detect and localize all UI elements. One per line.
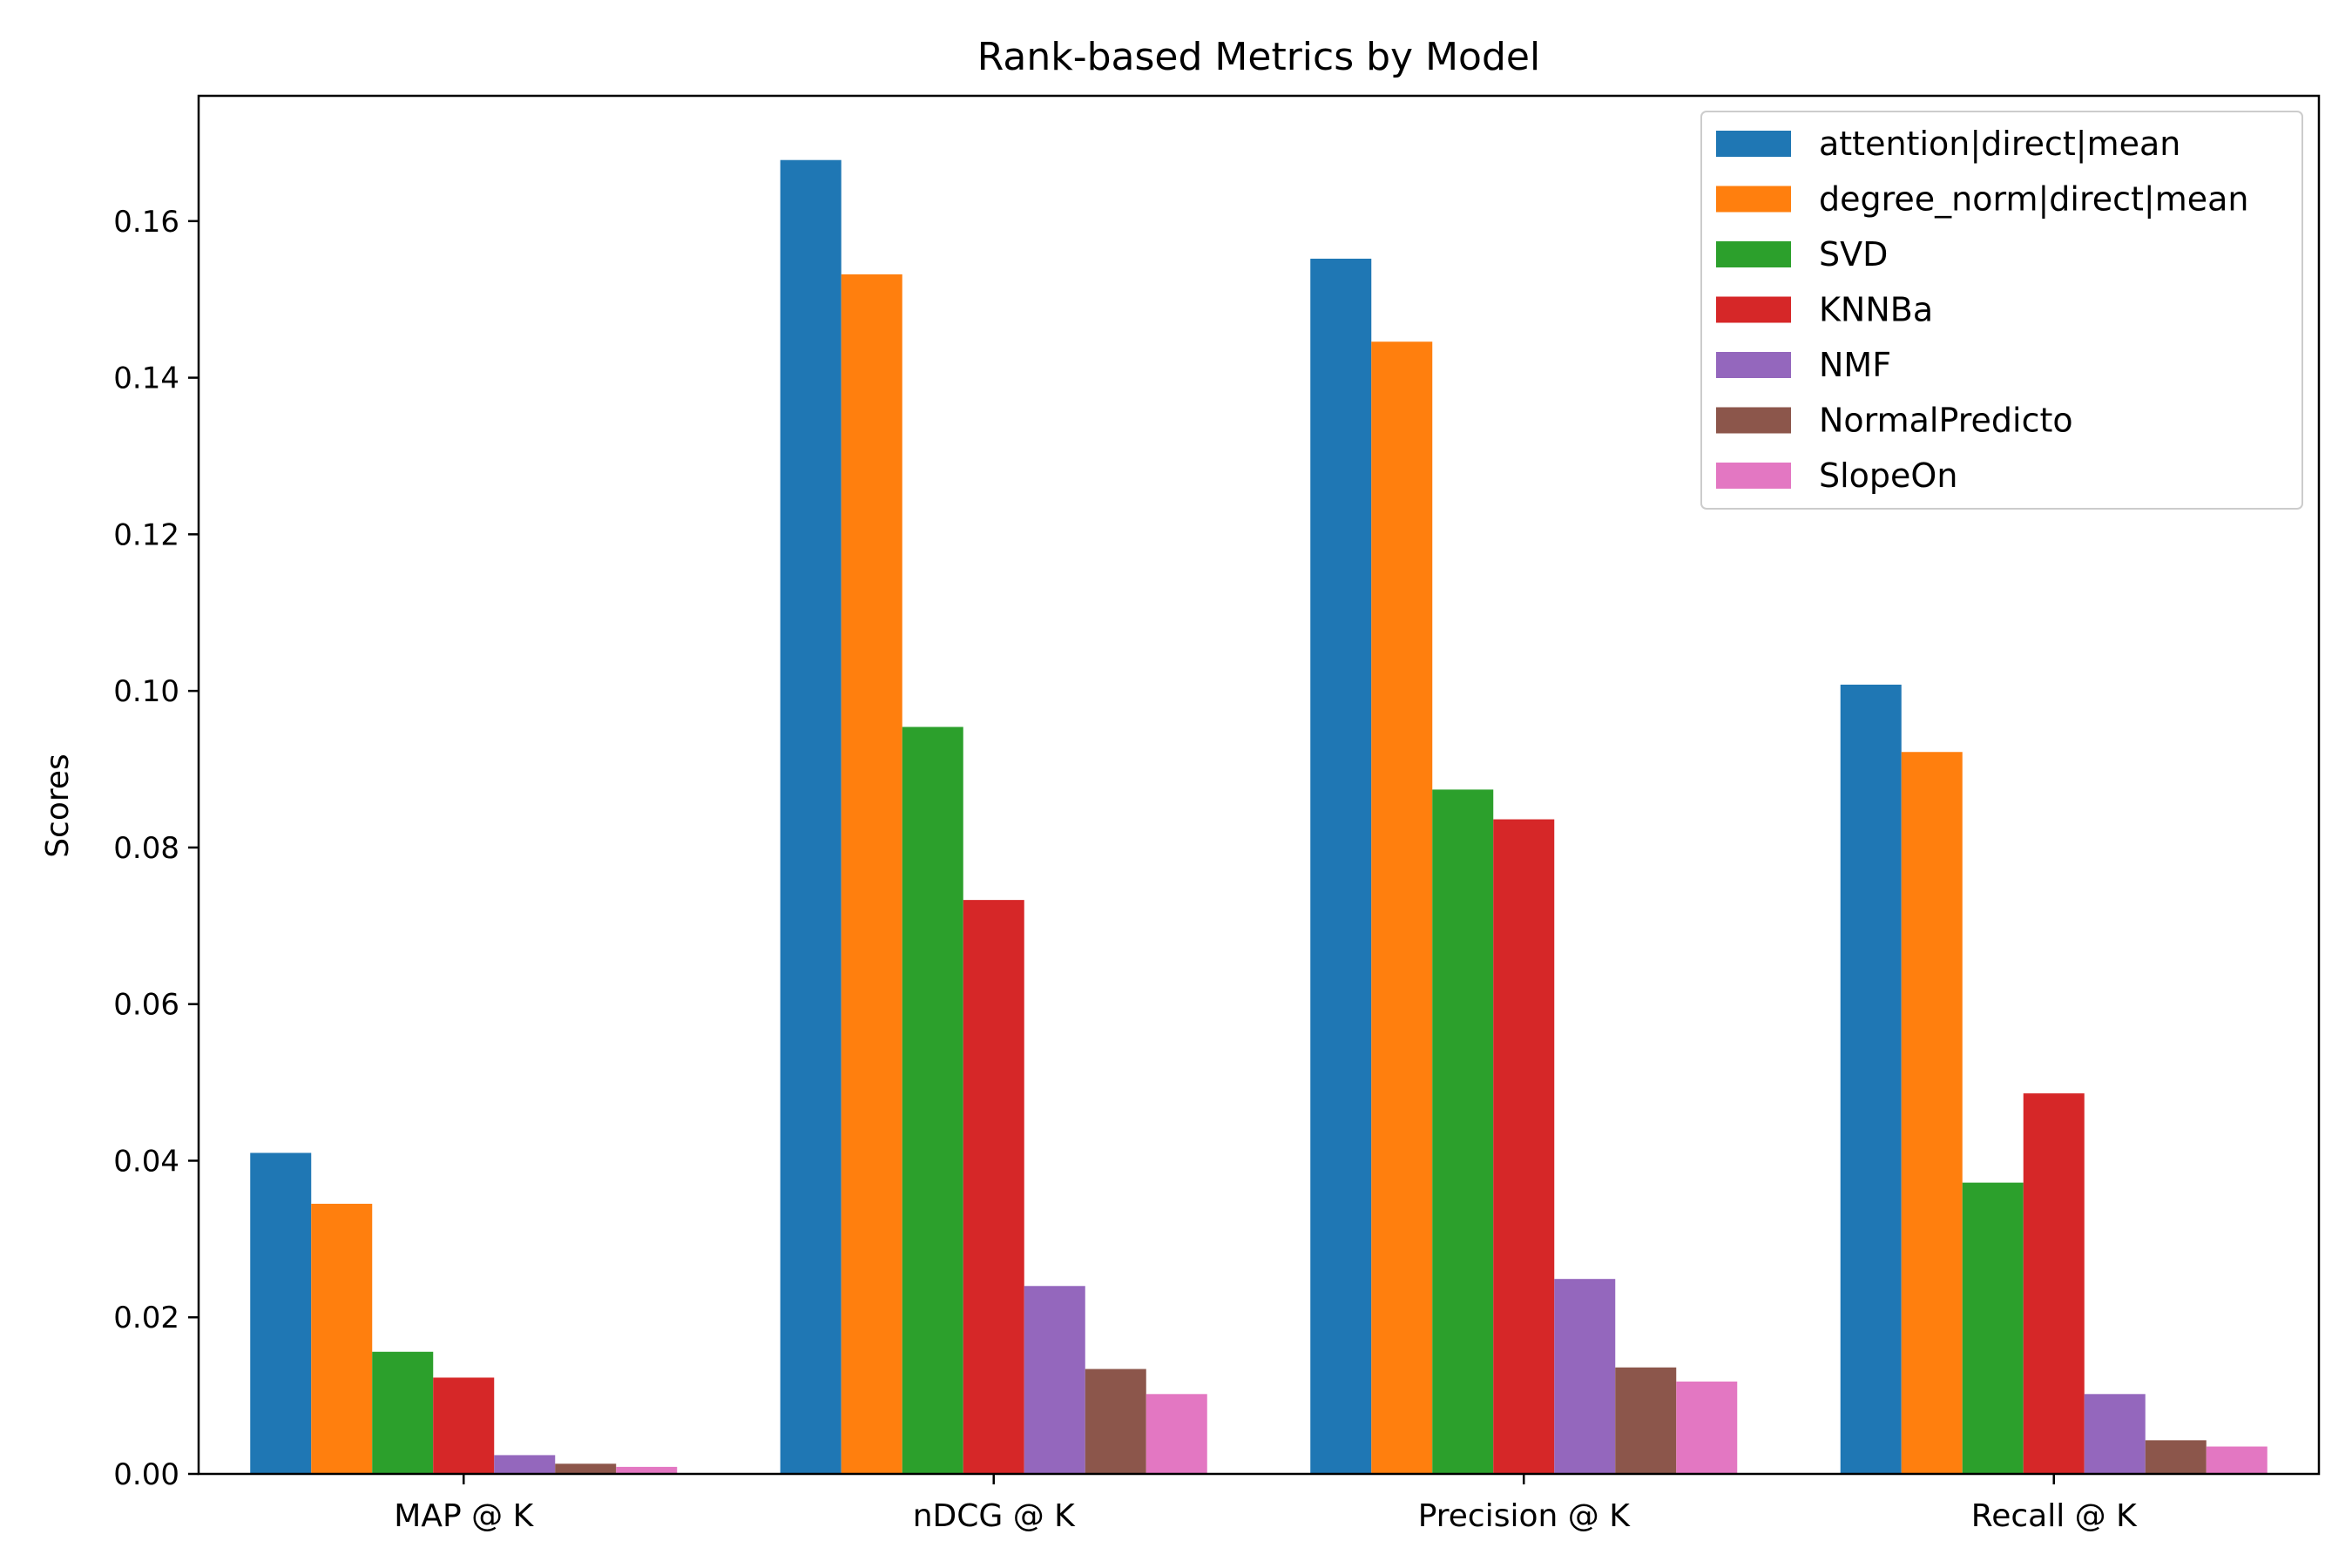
legend-swatch	[1716, 186, 1791, 213]
legend-label: attention|direct|mean	[1819, 125, 2180, 164]
legend-label: SVD	[1819, 235, 1888, 274]
bar	[494, 1455, 556, 1474]
bar	[2023, 1093, 2085, 1474]
bar	[1554, 1279, 1616, 1474]
bar	[433, 1377, 495, 1474]
y-tick-label: 0.12	[113, 517, 179, 552]
legend-swatch	[1716, 463, 1791, 489]
chart-title: Rank-based Metrics by Model	[977, 35, 1540, 79]
legend: attention|direct|mean degree_norm|direct|…	[1700, 111, 2303, 510]
legend-swatch	[1716, 352, 1791, 378]
bar	[1493, 819, 1555, 1474]
x-tick-label: Recall @ K	[1971, 1498, 2138, 1534]
bar	[1615, 1367, 1677, 1474]
y-tick-label: 0.06	[113, 988, 179, 1023]
bar	[1901, 752, 1963, 1474]
bar	[2084, 1394, 2146, 1474]
legend-swatch	[1716, 296, 1791, 323]
plot-frame	[197, 94, 2321, 1476]
y-tick-label: 0.04	[113, 1144, 179, 1179]
bar	[1085, 1369, 1146, 1474]
bar	[902, 727, 963, 1474]
bar	[2145, 1440, 2207, 1474]
y-tick-label: 0.14	[113, 362, 179, 396]
bar	[780, 159, 841, 1475]
legend-swatch	[1716, 407, 1791, 434]
x-ticks: MAP @ K nDCG @ K Precision @ K Recall @ K	[394, 1474, 2138, 1534]
legend-swatch	[1716, 241, 1791, 267]
x-tick-label: nDCG @ K	[913, 1498, 1076, 1534]
x-tick-label: MAP @ K	[394, 1498, 534, 1534]
y-tick-label: 0.02	[113, 1301, 179, 1335]
bar	[1432, 789, 1494, 1474]
bar	[250, 1152, 312, 1474]
y-axis-label: Scores	[40, 754, 76, 858]
legend-swatch	[1716, 131, 1791, 157]
bar	[1840, 684, 1902, 1474]
y-tick-label: 0.10	[113, 674, 179, 709]
bar	[2206, 1446, 2268, 1474]
bar	[1371, 341, 1433, 1475]
bar	[616, 1466, 678, 1474]
legend-label: KNNBa	[1819, 291, 1933, 329]
x-tick-label: Precision @ K	[1418, 1498, 1632, 1534]
legend-label: SlopeOn	[1819, 456, 1957, 495]
bar	[1146, 1394, 1207, 1474]
bar	[963, 900, 1024, 1474]
bars-layer	[250, 159, 2268, 1475]
legend-label: NormalPredicto	[1819, 402, 2073, 440]
bar	[1024, 1286, 1085, 1474]
bar	[1962, 1182, 2024, 1474]
bar	[311, 1203, 373, 1474]
bar	[372, 1351, 434, 1474]
bar	[1676, 1381, 1738, 1474]
legend-label: degree_norm|direct|mean	[1819, 180, 2248, 220]
y-ticks: 0.00 0.02 0.04 0.06 0.08 0.10 0.12 0.14 0.16	[113, 205, 199, 1492]
y-tick-label: 0.16	[113, 205, 179, 240]
y-tick-label: 0.00	[113, 1457, 179, 1492]
y-tick-label: 0.08	[113, 831, 179, 866]
bar	[555, 1463, 617, 1474]
legend-label: NMF	[1819, 346, 1891, 384]
bar	[841, 274, 902, 1474]
bar	[1310, 258, 1372, 1474]
legend-box	[1700, 111, 2303, 510]
